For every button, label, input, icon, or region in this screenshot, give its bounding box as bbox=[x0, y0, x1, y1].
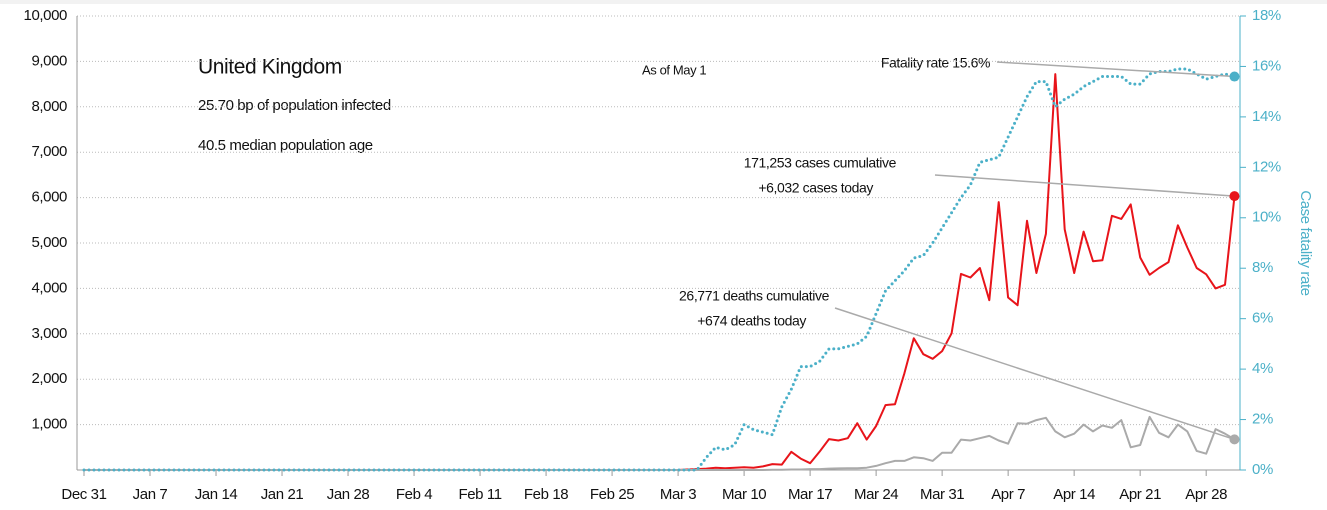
x-tick-label: Feb 18 bbox=[524, 486, 568, 503]
leader-line bbox=[996, 61, 1235, 78]
y-tick-label: 10,000 bbox=[24, 7, 68, 24]
deaths-annotation: 26,771 deaths cumulative bbox=[679, 288, 830, 304]
y-tick-label: 1,000 bbox=[31, 416, 67, 433]
y-tick-label: 2,000 bbox=[31, 370, 67, 387]
y-tick-label: 7,000 bbox=[31, 143, 67, 160]
infected-note: 25.70 bp of population infected bbox=[198, 97, 391, 114]
x-tick-label: Jan 21 bbox=[261, 486, 304, 503]
fatality-annotation: Fatality rate 15.6% bbox=[881, 55, 990, 71]
y-tick-label: 8,000 bbox=[31, 98, 67, 115]
x-tick-label: Feb 4 bbox=[396, 486, 432, 503]
y2-tick-label: 0% bbox=[1252, 461, 1273, 478]
date-note: As of May 1 bbox=[642, 62, 706, 77]
x-tick-label: Apr 28 bbox=[1185, 486, 1227, 503]
x-tick-label: Jan 28 bbox=[327, 486, 370, 503]
x-tick-label: Apr 7 bbox=[991, 486, 1025, 503]
y2-tick-label: 16% bbox=[1252, 57, 1281, 74]
x-tick-label: Apr 14 bbox=[1053, 486, 1095, 503]
deaths-annotation: +674 deaths today bbox=[697, 313, 806, 329]
x-tick-label: Apr 21 bbox=[1119, 486, 1161, 503]
x-tick-label: Mar 10 bbox=[722, 486, 766, 503]
end-marker bbox=[1229, 434, 1240, 445]
y2-tick-label: 8% bbox=[1252, 259, 1273, 276]
x-tick-label: Mar 24 bbox=[854, 486, 898, 503]
series-line bbox=[82, 67, 1236, 472]
y-tick-label: 5,000 bbox=[31, 234, 67, 251]
y2-axis-label: Case fatality rate bbox=[1297, 190, 1314, 295]
x-tick-label: Mar 31 bbox=[920, 486, 964, 503]
series-line bbox=[84, 73, 1236, 471]
x-tick-label: Dec 31 bbox=[61, 486, 106, 503]
x-tick-label: Feb 11 bbox=[458, 486, 501, 503]
y2-tick-label: 12% bbox=[1252, 158, 1281, 175]
y-tick-label: 6,000 bbox=[31, 189, 67, 206]
cases-annotation: 171,253 cases cumulative bbox=[744, 155, 897, 171]
x-tick-label: Jan 7 bbox=[133, 486, 168, 503]
end-marker bbox=[1229, 71, 1240, 82]
y-tick-label: 3,000 bbox=[31, 325, 67, 342]
y2-tick-label: 6% bbox=[1252, 310, 1273, 327]
y2-tick-label: 4% bbox=[1252, 360, 1273, 377]
y-tick-label: 4,000 bbox=[31, 279, 67, 296]
top-band bbox=[0, 0, 1327, 4]
country-title: United Kingdom bbox=[198, 56, 342, 79]
leader-line bbox=[834, 307, 1235, 441]
y2-tick-label: 14% bbox=[1252, 108, 1281, 125]
y2-tick-label: 18% bbox=[1252, 7, 1281, 24]
leader-line bbox=[934, 174, 1235, 197]
cases-annotation: +6,032 cases today bbox=[758, 180, 873, 196]
end-marker bbox=[1229, 191, 1240, 202]
x-tick-label: Feb 25 bbox=[590, 486, 634, 503]
y2-tick-label: 2% bbox=[1252, 411, 1273, 428]
age-note: 40.5 median population age bbox=[198, 137, 373, 154]
x-tick-label: Mar 3 bbox=[660, 486, 696, 503]
x-tick-label: Jan 14 bbox=[195, 486, 238, 503]
y-tick-label: 9,000 bbox=[31, 52, 67, 69]
x-tick-label: Mar 17 bbox=[788, 486, 832, 503]
y2-tick-label: 10% bbox=[1252, 209, 1281, 226]
